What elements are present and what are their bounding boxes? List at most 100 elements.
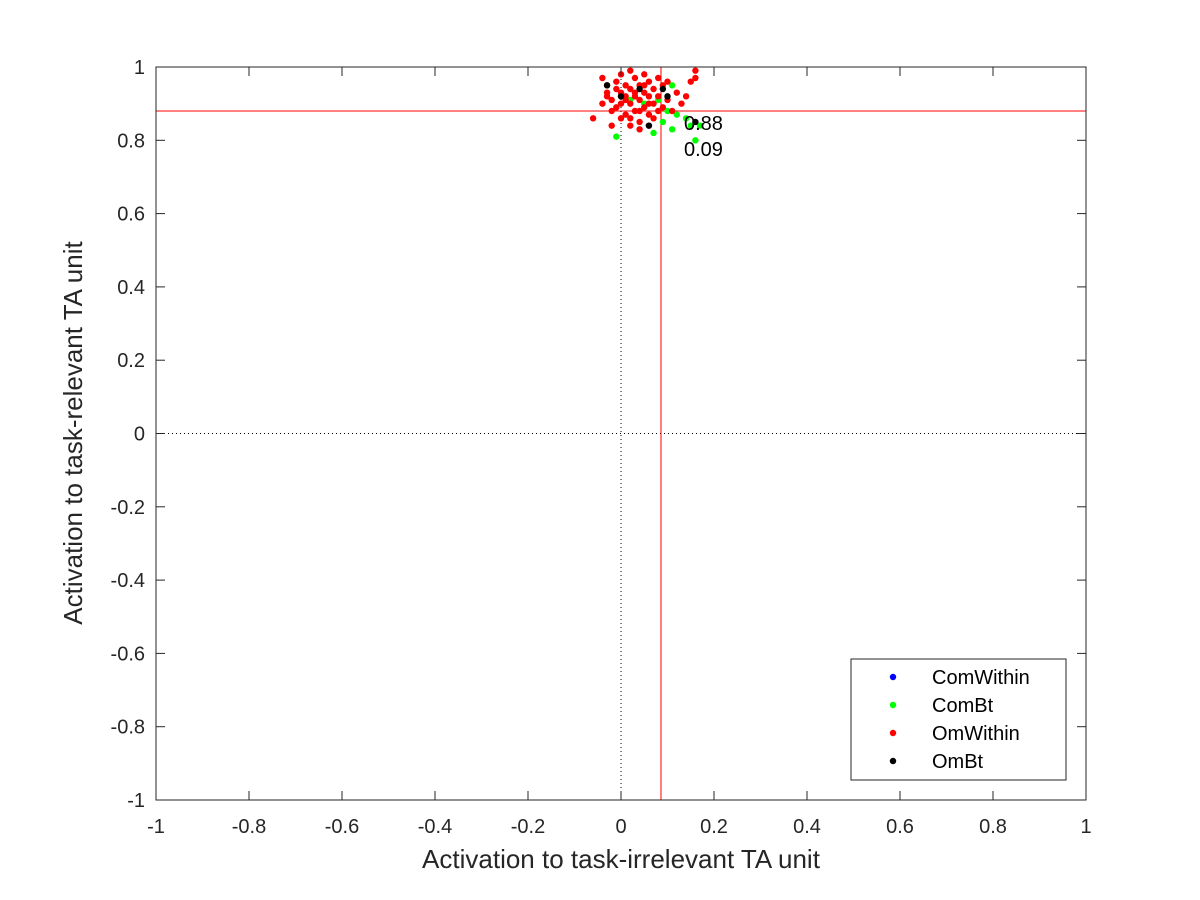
y-tick-label-3: -0.4 — [111, 570, 145, 592]
point-omwithin-44 — [682, 93, 690, 100]
x-tick-label-8: 0.6 — [886, 816, 914, 838]
y-tick-label-5: 0 — [134, 424, 145, 446]
point-combt-7 — [668, 126, 676, 133]
point-omwithin-5 — [608, 107, 615, 115]
point-omwithin-40 — [664, 78, 671, 85]
legend-label-combt: ComBt — [932, 695, 994, 717]
point-omwithin-45 — [687, 78, 694, 85]
point-omwithin-2 — [599, 74, 606, 82]
annotation-y-value: 0.88 — [684, 113, 723, 135]
point-omwithin-59 — [636, 107, 643, 115]
point-omwithin-35 — [655, 74, 662, 82]
point-omwithin-55 — [603, 93, 611, 100]
point-omwithin-54 — [641, 82, 648, 89]
point-omwithin-30 — [645, 93, 653, 100]
point-omwithin-7 — [613, 85, 620, 93]
x-tick-label-9: 0.8 — [979, 816, 1007, 838]
point-omwithin-17 — [627, 85, 634, 93]
point-combt-10 — [682, 115, 690, 122]
point-omwithin-42 — [673, 89, 680, 96]
point-combt-6 — [664, 107, 671, 115]
y-tick-label-2: -0.6 — [111, 643, 145, 665]
point-omwithin-31 — [645, 111, 653, 118]
data-points — [589, 67, 704, 144]
x-tick-label-2: -0.6 — [325, 816, 359, 838]
point-omwithin-50 — [636, 126, 643, 133]
y-tick-label-0: -1 — [127, 790, 145, 812]
legend-marker-omwithin — [889, 729, 897, 737]
point-omwithin-14 — [622, 111, 629, 118]
tick-labels: -1 -0.8 -0.6 -0.4 -0.2 0 0.2 0.4 0.6 0.8 1 -1 -0.8 -0… — [111, 57, 1092, 838]
point-omwithin-1 — [599, 100, 606, 107]
zero-lines — [156, 67, 1086, 800]
y-tick-label-1: -0.8 — [111, 717, 145, 739]
point-omwithin-52 — [617, 115, 625, 122]
x-tick-label-5: 0 — [615, 816, 626, 838]
point-combt-5 — [659, 118, 667, 126]
y-tick-label-10: 1 — [134, 57, 145, 79]
point-combt-0 — [613, 133, 620, 140]
y-tick-label-4: -0.2 — [111, 497, 145, 519]
reference-lines — [156, 67, 1086, 800]
point-omwithin-9 — [613, 104, 620, 111]
point-omwithin-0 — [589, 115, 597, 122]
point-ombt-6 — [692, 118, 699, 126]
legend-box — [850, 658, 1067, 781]
point-omwithin-58 — [645, 100, 653, 107]
point-omwithin-26 — [641, 71, 648, 78]
point-omwithin-47 — [692, 67, 699, 74]
point-combt-8 — [668, 82, 676, 89]
y-tick-label-7: 0.4 — [117, 277, 145, 299]
point-ombt-2 — [636, 85, 643, 93]
point-omwithin-13 — [622, 82, 629, 89]
point-omwithin-27 — [641, 89, 648, 96]
x-tick-label-0: -1 — [147, 816, 165, 838]
point-omwithin-28 — [641, 104, 648, 111]
point-omwithin-25 — [636, 118, 643, 126]
point-omwithin-22 — [631, 107, 639, 115]
point-omwithin-18 — [627, 100, 634, 107]
axis-ticks — [155, 66, 1087, 801]
point-omwithin-46 — [692, 74, 699, 82]
point-omwithin-48 — [608, 122, 615, 129]
point-omwithin-57 — [655, 107, 662, 115]
y-tick-label-6: 0.2 — [117, 350, 145, 372]
legend-marker-ombt — [889, 757, 897, 765]
point-omwithin-8 — [613, 78, 620, 85]
x-tick-label-3: -0.4 — [418, 816, 452, 838]
point-omwithin-12 — [617, 100, 625, 107]
legend-label-omwithin: OmWithin — [932, 723, 1020, 745]
point-combt-11 — [687, 122, 694, 129]
y-tick-label-9: 0.8 — [117, 130, 145, 152]
legend-marker-combt — [889, 701, 897, 709]
point-ombt-4 — [659, 85, 667, 93]
point-omwithin-56 — [622, 96, 629, 104]
point-omwithin-24 — [636, 96, 643, 104]
y-tick-label-8: 0.6 — [117, 204, 145, 226]
point-omwithin-37 — [659, 104, 667, 111]
point-omwithin-29 — [645, 78, 653, 85]
point-omwithin-43 — [678, 100, 685, 107]
point-ombt-3 — [645, 122, 653, 129]
point-omwithin-6 — [608, 96, 615, 104]
x-tick-label-1: -0.8 — [232, 816, 266, 838]
point-omwithin-32 — [650, 85, 657, 93]
point-omwithin-49 — [627, 122, 634, 129]
legend-label-comwithin: ComWithin — [932, 667, 1030, 689]
point-ombt-5 — [664, 93, 671, 100]
point-combt-4 — [650, 129, 657, 137]
legend: ComWithin ComBt OmWithin OmBt — [850, 658, 1067, 781]
annotation-x-value: 0.09 — [684, 139, 723, 161]
point-omwithin-20 — [631, 74, 639, 82]
point-ombt-1 — [617, 93, 625, 100]
x-tick-label-7: 0.4 — [793, 816, 821, 838]
x-axis-label: Activation to task-irrelevant TA unit — [422, 844, 821, 874]
point-omwithin-34 — [650, 115, 657, 122]
point-omwithin-36 — [655, 93, 662, 100]
x-tick-label-4: -0.2 — [511, 816, 545, 838]
legend-label-ombt: OmBt — [932, 751, 984, 773]
legend-marker-comwithin — [889, 673, 897, 681]
point-ombt-0 — [603, 82, 611, 89]
point-combt-9 — [673, 111, 680, 118]
